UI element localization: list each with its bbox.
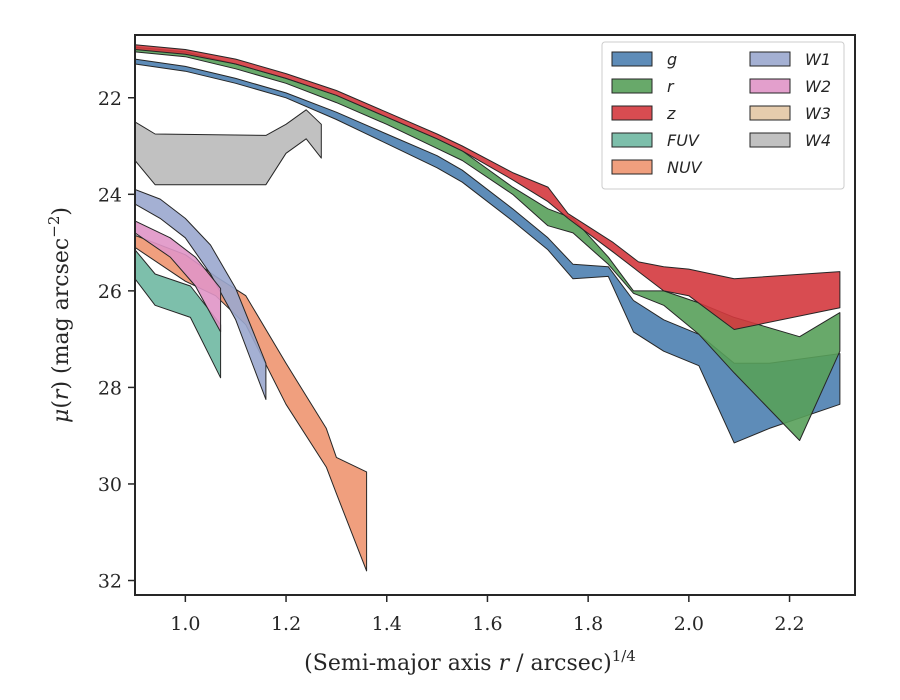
series-band-w4: [135, 109, 322, 186]
legend-swatch-r: [611, 78, 653, 94]
y-tick-label: 26: [98, 281, 122, 303]
legend-label-nuv: NUV: [667, 158, 703, 177]
x-tick-label: 1.0: [170, 613, 200, 635]
legend-swatch-w2: [749, 78, 791, 94]
y-tick-label: 28: [98, 377, 122, 399]
series-band-w2: [135, 220, 222, 333]
y-axis: 22 24 26 28 30 32: [98, 88, 135, 593]
legend-swatch-w4: [749, 132, 791, 148]
x-tick-label: 1.6: [472, 613, 502, 635]
y-tick-label: 30: [98, 474, 122, 496]
legend-label-r: r: [667, 77, 675, 96]
series-layer: [135, 44, 841, 572]
y-tick-label: 32: [98, 571, 122, 593]
legend-swatch-g: [611, 51, 653, 67]
x-tick-label: 1.2: [271, 613, 301, 635]
legend: grz FUV NUV W1 W2 W3 W4: [601, 41, 845, 190]
series-band-z: [135, 44, 841, 330]
legend-swatch-nuv: [611, 159, 653, 175]
series-band-w1: [135, 189, 267, 400]
legend-label-w2: W2: [805, 77, 831, 96]
x-tick-label: 1.4: [372, 613, 402, 635]
y-axis-label: μ(r) (mag arcsec−2): [45, 207, 74, 423]
y-tick-label: 24: [98, 184, 122, 206]
legend-label-w3: W3: [805, 104, 831, 123]
legend-swatch-w3: [749, 105, 791, 121]
plot-frame: [134, 34, 856, 596]
series-band-fuv: [135, 249, 222, 379]
legend-label-z: z: [666, 104, 676, 123]
legend-label-g: g: [667, 50, 677, 69]
x-axis-label: (Semi-major axis r / arcsec)1/4: [304, 647, 636, 676]
legend-label-fuv: FUV: [667, 131, 700, 150]
x-tick-label: 2.0: [674, 613, 704, 635]
legend-label-w1: W1: [805, 50, 831, 69]
x-tick-label: 1.8: [573, 613, 603, 635]
legend-swatch-fuv: [611, 132, 653, 148]
legend-swatch-w1: [749, 51, 791, 67]
legend-label-w4: W4: [805, 131, 831, 150]
y-tick-label: 22: [98, 88, 122, 110]
series-band-g: [135, 58, 841, 444]
x-tick-label: 2.2: [774, 613, 804, 635]
x-axis: 1.0 1.2 1.4 1.6 1.8 2.0 2.2: [170, 595, 805, 635]
legend-swatch-z: [611, 105, 653, 121]
